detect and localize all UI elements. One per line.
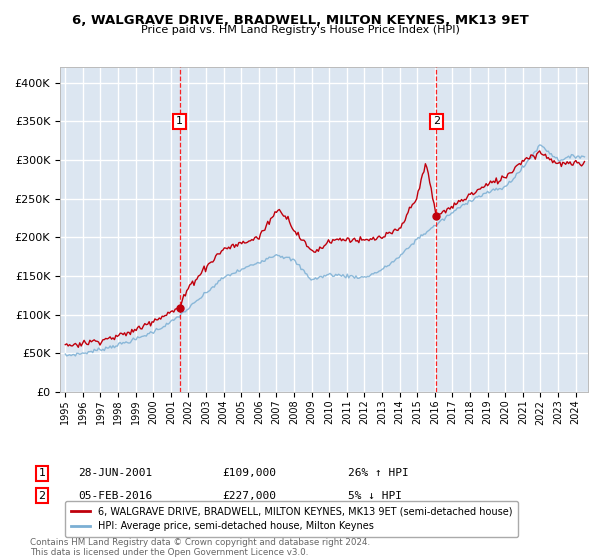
Text: 6, WALGRAVE DRIVE, BRADWELL, MILTON KEYNES, MK13 9ET: 6, WALGRAVE DRIVE, BRADWELL, MILTON KEYN… xyxy=(71,14,529,27)
Text: 26% ↑ HPI: 26% ↑ HPI xyxy=(348,468,409,478)
Text: 2: 2 xyxy=(38,491,46,501)
Text: Contains HM Land Registry data © Crown copyright and database right 2024.
This d: Contains HM Land Registry data © Crown c… xyxy=(30,538,370,557)
Text: 1: 1 xyxy=(176,116,183,127)
Text: 28-JUN-2001: 28-JUN-2001 xyxy=(78,468,152,478)
Text: Price paid vs. HM Land Registry's House Price Index (HPI): Price paid vs. HM Land Registry's House … xyxy=(140,25,460,35)
Text: 1: 1 xyxy=(38,468,46,478)
Text: 05-FEB-2016: 05-FEB-2016 xyxy=(78,491,152,501)
Text: 5% ↓ HPI: 5% ↓ HPI xyxy=(348,491,402,501)
Text: £227,000: £227,000 xyxy=(222,491,276,501)
Legend: 6, WALGRAVE DRIVE, BRADWELL, MILTON KEYNES, MK13 9ET (semi-detached house), HPI:: 6, WALGRAVE DRIVE, BRADWELL, MILTON KEYN… xyxy=(65,501,518,538)
Text: £109,000: £109,000 xyxy=(222,468,276,478)
Text: 2: 2 xyxy=(433,116,440,127)
